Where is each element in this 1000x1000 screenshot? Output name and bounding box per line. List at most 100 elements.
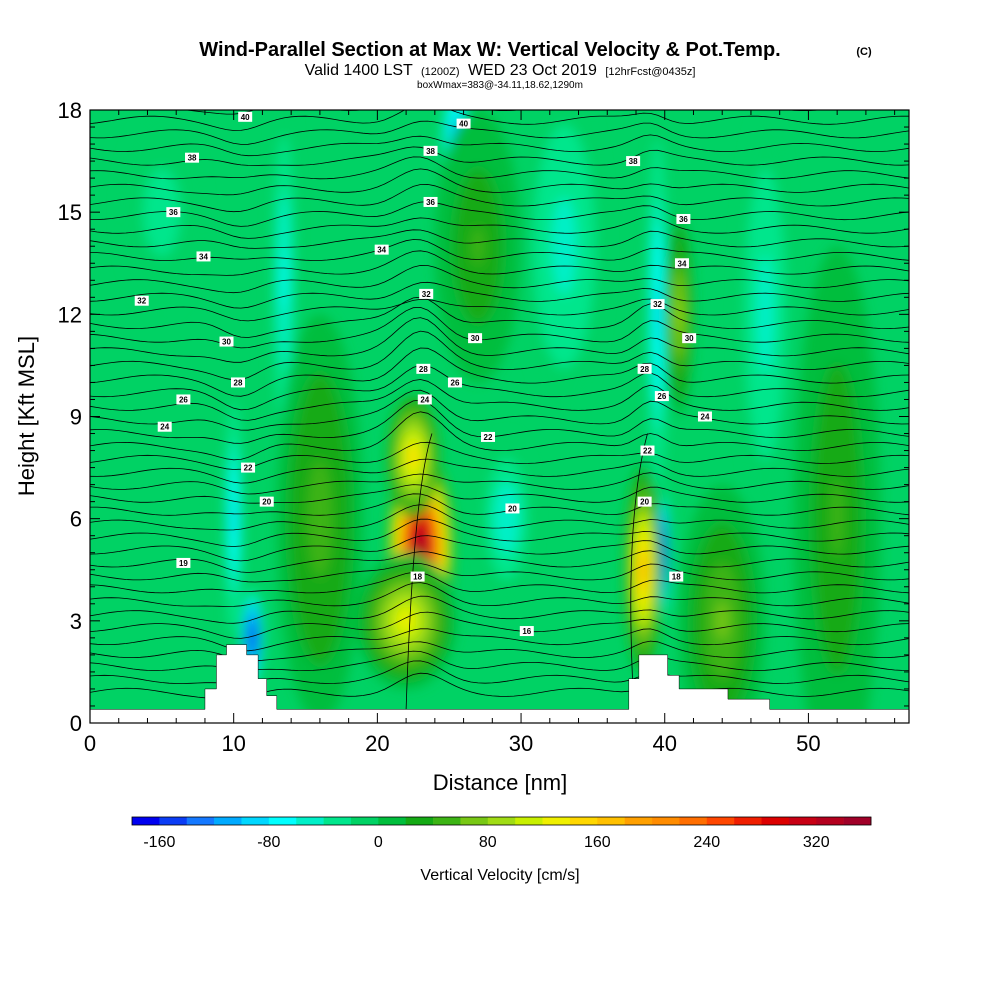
isentrope-label-15: 30 bbox=[468, 333, 483, 344]
isentrope-label-7: 36 bbox=[676, 213, 691, 224]
updraft-2-level-6 bbox=[409, 448, 417, 467]
colorbar-swatch-7 bbox=[323, 817, 352, 825]
plot-area: 40 40 38 38 38 36 36 36 34 34 34 32 32 32 30 30 30 28 28 28… bbox=[90, 110, 909, 723]
colorbar-swatch-21 bbox=[706, 817, 735, 825]
updraft-8-level-6 bbox=[831, 479, 844, 558]
colorbar-swatch-3 bbox=[214, 817, 242, 825]
copyright-mark: (C) bbox=[856, 46, 872, 58]
isentrope-line-17 bbox=[90, 458, 909, 484]
downdraft-3-level-6 bbox=[655, 285, 660, 344]
isentrope-line-7 bbox=[90, 582, 909, 607]
svg-text:24: 24 bbox=[160, 423, 169, 432]
isentrope-label-26: 22 bbox=[241, 462, 256, 473]
isentrope-label-20: 26 bbox=[176, 394, 191, 405]
downdraft-0-level-6 bbox=[250, 630, 255, 646]
isentrope-line-30 bbox=[90, 281, 909, 309]
colorbar-swatch-9 bbox=[378, 817, 407, 825]
updraft-3-level-6 bbox=[640, 555, 646, 585]
isentrope-line-31 bbox=[90, 264, 909, 294]
svg-text:38: 38 bbox=[188, 154, 197, 163]
isentrope-line-39 bbox=[90, 156, 909, 180]
x-tick-label-5: 50 bbox=[796, 731, 820, 756]
svg-text:28: 28 bbox=[419, 365, 428, 374]
isentrope-label-3: 38 bbox=[423, 145, 438, 156]
colorbar-tick-label-3: 80 bbox=[479, 834, 497, 851]
svg-text:18: 18 bbox=[413, 573, 422, 582]
isentrope-lines bbox=[90, 110, 909, 710]
chart-title: Wind-Parallel Section at Max W: Vertical… bbox=[199, 39, 780, 61]
updraft-6-level-6 bbox=[313, 489, 327, 548]
x-tick-label-4: 40 bbox=[652, 731, 676, 756]
svg-text:36: 36 bbox=[679, 215, 688, 224]
trajectory-line-0 bbox=[405, 433, 433, 710]
colorbar-swatch-19 bbox=[652, 817, 680, 825]
y-tick-label-3: 9 bbox=[70, 405, 82, 430]
isentrope-line-24 bbox=[90, 347, 909, 397]
isentrope-label-33: 18 bbox=[410, 571, 425, 582]
colorbar-tick-label-1: -80 bbox=[257, 834, 280, 851]
svg-text:16: 16 bbox=[522, 627, 531, 636]
updraft-7-level-6 bbox=[471, 226, 485, 266]
x-tick-label-2: 20 bbox=[365, 731, 389, 756]
isentrope-label-18: 28 bbox=[416, 363, 431, 374]
isentrope-line-13 bbox=[90, 504, 909, 531]
updraft-4-level-6 bbox=[677, 299, 682, 329]
svg-text:36: 36 bbox=[169, 208, 178, 217]
isentrope-label-29: 20 bbox=[259, 496, 274, 507]
svg-text:22: 22 bbox=[484, 433, 493, 442]
colorbar-tick-label-5: 240 bbox=[693, 834, 720, 851]
isentrope-line-34 bbox=[90, 229, 909, 249]
svg-text:30: 30 bbox=[471, 334, 480, 343]
downdraft-8-level-6 bbox=[761, 285, 770, 344]
svg-text:20: 20 bbox=[508, 504, 517, 513]
forecast-info: [12hrFcst@0435z] bbox=[605, 66, 695, 78]
isentrope-label-14: 30 bbox=[219, 336, 234, 347]
isentrope-label-35: 16 bbox=[519, 626, 534, 637]
isentrope-label-12: 32 bbox=[419, 288, 434, 299]
isentrope-line-28 bbox=[90, 296, 909, 338]
isentrope-line-16 bbox=[90, 472, 909, 495]
isentrope-line-32 bbox=[90, 250, 909, 276]
isentrope-line-9 bbox=[90, 562, 909, 583]
isentrope-line-11 bbox=[90, 535, 909, 562]
svg-text:38: 38 bbox=[426, 147, 435, 156]
isentrope-label-31: 20 bbox=[637, 496, 652, 507]
isentrope-line-18 bbox=[90, 441, 909, 470]
colorbar-swatch-16 bbox=[569, 817, 598, 825]
svg-text:38: 38 bbox=[629, 157, 638, 166]
colorbar-swatch-8 bbox=[350, 817, 379, 825]
svg-text:28: 28 bbox=[234, 378, 243, 387]
colorbar-swatch-26 bbox=[843, 817, 872, 825]
isentrope-label-22: 26 bbox=[654, 391, 669, 402]
isentrope-label-30: 20 bbox=[505, 503, 520, 514]
svg-text:30: 30 bbox=[222, 338, 231, 347]
isentrope-label-8: 34 bbox=[196, 251, 211, 262]
svg-text:20: 20 bbox=[640, 498, 649, 507]
isentrope-label-1: 40 bbox=[456, 118, 471, 129]
downdraft-2-level-6 bbox=[661, 542, 666, 563]
valid-prefix: Valid 1400 LST bbox=[305, 62, 413, 79]
colorbar-swatch-10 bbox=[405, 817, 434, 825]
isentrope-label-16: 30 bbox=[682, 333, 697, 344]
isentrope-labels: 40 40 38 38 38 36 36 36 34 34 34 32 32 32 30 30 30 28 28 28… bbox=[134, 111, 712, 637]
svg-text:40: 40 bbox=[459, 120, 468, 129]
valid-time-line: Valid 1400 LST (1200Z) WED 23 Oct 2019 [… bbox=[305, 62, 696, 79]
isentrope-line-10 bbox=[90, 550, 909, 573]
y-tick-label-4: 12 bbox=[58, 302, 82, 327]
colorbar-swatch-5 bbox=[268, 817, 297, 825]
svg-text:40: 40 bbox=[241, 113, 250, 122]
isentrope-label-21: 26 bbox=[447, 377, 462, 388]
colorbar: -160 -80 0 80 160 240 320 bbox=[131, 816, 872, 851]
isentrope-line-40 bbox=[90, 146, 909, 166]
svg-text:24: 24 bbox=[420, 395, 429, 404]
velocity-field bbox=[118, 110, 881, 723]
colorbar-label: Vertical Velocity [cm/s] bbox=[420, 867, 579, 884]
isentrope-line-35 bbox=[90, 216, 909, 239]
colorbar-swatch-17 bbox=[597, 817, 625, 825]
isentrope-line-6 bbox=[90, 595, 909, 624]
colorbar-tick-label-4: 160 bbox=[584, 834, 611, 851]
isentrope-line-14 bbox=[90, 493, 909, 516]
x-axis-label: Distance [nm] bbox=[433, 770, 568, 795]
colorbar-swatch-6 bbox=[296, 817, 324, 825]
isentrope-label-28: 22 bbox=[640, 445, 655, 456]
